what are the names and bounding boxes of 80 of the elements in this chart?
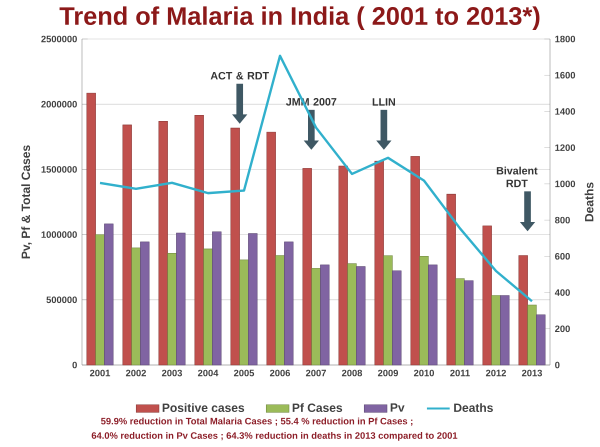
bar [140,242,150,366]
bar [266,132,276,366]
bar [158,121,168,366]
x-tick-label: 2009 [378,370,398,376]
bar [212,231,222,366]
bar [176,232,186,366]
bar [230,128,240,366]
bar [356,266,366,366]
bar [320,264,330,366]
y-axis-title: Pv, Pf & Total Cases [21,145,32,258]
bar [239,260,249,366]
x-tick-label: 2003 [162,370,182,376]
bar [122,124,132,366]
x-tick-label: 2007 [306,370,326,376]
chart-title: Trend of Malaria in India ( 2001 to 2013*) [60,6,540,30]
y-tick-label: 0 [72,362,77,368]
x-tick-label: 2001 [90,370,110,376]
x-tick-label: 2013 [522,370,542,376]
y2-axis-title: Deaths [584,182,594,222]
bar [428,264,438,366]
x-tick-label: 2011 [450,370,470,376]
x-tick-label: 2010 [414,370,434,376]
bar [95,234,105,366]
y2-tick-label: 200 [555,325,570,332]
bar [167,252,177,366]
bar [518,255,528,366]
x-tick-label: 2006 [270,370,290,376]
bar [392,270,402,366]
bar [410,156,420,366]
x-tick-label: 2008 [342,370,362,376]
legend-label: Deaths [454,403,493,412]
bar [455,278,465,366]
bar [311,268,321,366]
y2-tick-label: 1400 [555,108,576,115]
text: 59.9% reduction in Total Malaria Cases ; 55.4 % reduction in Pf Cases ; [101,418,412,426]
x-tick-label: 2004 [198,370,218,376]
x-tick-label: 2005 [234,370,254,376]
bar [302,168,312,366]
bar [104,224,114,366]
y2-tick-label: 0 [555,362,560,368]
annotation: LLIN [372,98,395,106]
y-tick-label: 2000000 [41,100,77,108]
legend-label: Positive cases [162,403,244,412]
bar [338,166,348,366]
y-tick-label: 1000000 [42,231,77,238]
y2-tick-label: 1000 [555,180,576,188]
y2-tick-label: 1800 [555,36,576,42]
y2-tick-label: 600 [555,253,570,260]
bar [491,295,501,366]
bar [374,160,384,366]
bar [536,314,546,366]
x-tick-label: 2012 [486,370,506,376]
bar [86,92,96,366]
bar [446,194,456,366]
y-tick-label: 2500000 [41,36,77,42]
bar [500,295,510,366]
y2-tick-label: 1200 [555,144,576,151]
bar [248,233,258,366]
legend-label: Pf Cases [292,403,342,412]
x-tick-label: 2002 [126,370,146,376]
y2-tick-label: 400 [554,289,570,296]
y2-tick-label: 1600 [555,72,576,79]
y-tick-label: 500000 [46,296,77,304]
bar [203,248,213,366]
bar [284,242,294,366]
bar [131,248,141,366]
bar [527,304,537,366]
bar [347,263,357,366]
bar [194,115,204,366]
bar [482,226,492,366]
legend-label: Pv [390,403,405,412]
y-tick-label: 1500000 [42,166,77,173]
bar [383,255,393,366]
annotation: ACT & RDT [210,72,269,80]
bar [419,256,429,366]
bar [464,280,474,366]
bar [275,255,285,366]
annotation: Bivalent RDT [496,166,538,188]
y2-tick-label: 800 [555,216,570,224]
text: 64.0% reduction in Pv Cases ; 64.3% reduction in deaths in 2013 compared to 2001 [92,432,458,441]
